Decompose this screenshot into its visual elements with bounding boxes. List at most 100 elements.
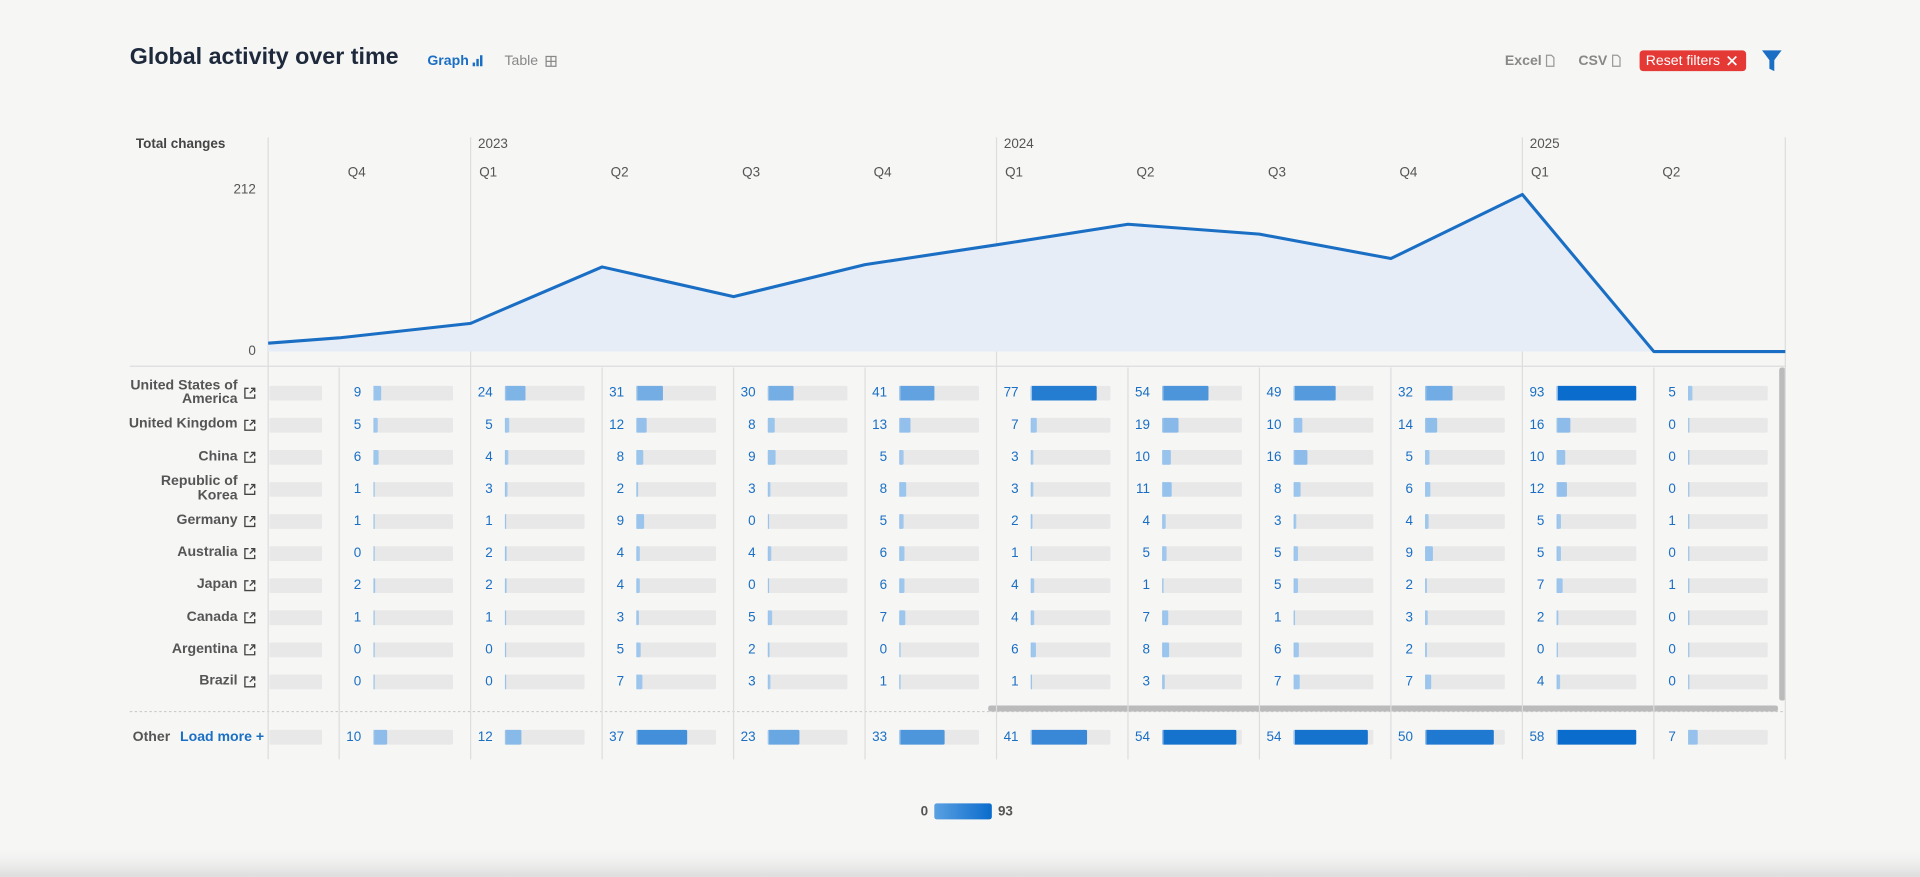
cell-bar [1030, 642, 1036, 658]
cell-tick [1425, 385, 1427, 401]
graph-tab[interactable]: Graph [427, 52, 468, 68]
cell-tick [504, 385, 507, 401]
cell-track [899, 578, 979, 594]
cell-tick [1293, 729, 1295, 745]
cell-tick [1688, 514, 1690, 529]
external-link-icon[interactable] [244, 419, 256, 431]
cell-value: 16 [1267, 449, 1282, 464]
cell-track [1425, 642, 1505, 658]
legend-gradient [934, 803, 992, 820]
cell-tick [636, 417, 638, 433]
cell-track [1293, 578, 1374, 594]
cell-tick [1556, 417, 1558, 433]
cell-track [1030, 610, 1111, 626]
cell-bar [767, 385, 794, 401]
cell-value: 0 [485, 641, 492, 656]
cell-tick [767, 546, 770, 561]
cell-track [1030, 642, 1111, 658]
external-link-icon[interactable] [244, 515, 256, 528]
y-tick-label: 212 [233, 181, 255, 196]
cell-value: 0 [1668, 641, 1675, 656]
cell-bar [1425, 546, 1433, 561]
cell-track [1293, 642, 1374, 658]
cell-track [504, 546, 585, 561]
cell-track [504, 729, 585, 745]
cell-value: 5 [1274, 577, 1281, 592]
cell-value: 1 [354, 481, 361, 496]
cell-value: 5 [617, 641, 624, 656]
cell-value: 9 [748, 449, 755, 464]
cell-track [269, 610, 323, 626]
cell-value: 4 [1011, 577, 1019, 592]
cell-value: 6 [880, 577, 887, 592]
cell-bar [1162, 417, 1179, 433]
excel-button[interactable]: Excel [1505, 52, 1542, 68]
cell-value: 54 [1267, 729, 1282, 744]
cell-track [1425, 450, 1505, 465]
cell-track [504, 642, 585, 658]
row-label-box: Canada [187, 610, 238, 624]
cell-bar [373, 385, 382, 401]
external-link-icon[interactable] [244, 676, 256, 688]
cell-tick [636, 610, 638, 626]
filter-icon[interactable] [1762, 50, 1782, 72]
cell-bar [1030, 729, 1088, 745]
cell-track [1293, 482, 1374, 497]
load-more[interactable]: Load more + [180, 728, 264, 744]
h-scrollbar[interactable] [988, 705, 1778, 712]
cell-track [1688, 578, 1768, 594]
external-link-icon[interactable] [244, 483, 256, 496]
cell-tick [1293, 514, 1295, 529]
cell-value: 8 [748, 417, 755, 432]
external-link-icon[interactable] [244, 580, 256, 592]
cell-tick [767, 578, 770, 594]
cell-track [1556, 610, 1637, 626]
row-label-box: Brazil [199, 674, 237, 688]
cell-value: 41 [1004, 729, 1019, 744]
cell-track [1162, 482, 1242, 497]
table-tab[interactable]: Table [504, 52, 538, 68]
cell-tick [1556, 450, 1558, 465]
cell-bar [1293, 385, 1336, 401]
cell-value: 31 [609, 385, 624, 400]
cell-value: 54 [1135, 385, 1150, 400]
cell-value: 0 [1668, 609, 1675, 624]
csv-button[interactable]: CSV [1578, 52, 1608, 68]
cell-tick [1556, 674, 1558, 690]
cell-track [1162, 578, 1242, 594]
cell-tick [636, 385, 638, 401]
cell-tick [899, 514, 901, 529]
row-label-box: Germany [176, 513, 238, 528]
cell-tick [1425, 417, 1427, 433]
cell-track [636, 610, 716, 626]
external-link-icon[interactable] [244, 387, 256, 399]
cell-value: 2 [1405, 577, 1412, 592]
external-link-icon[interactable] [244, 612, 256, 624]
excel-icon [1545, 54, 1555, 67]
external-link-icon[interactable] [244, 548, 256, 560]
cell-bar [1425, 674, 1432, 690]
cell-tick [1030, 610, 1033, 626]
cell-value: 6 [354, 449, 361, 464]
cell-tick [1162, 642, 1164, 658]
cell-value: 3 [1011, 481, 1018, 496]
cell-tick [1030, 674, 1033, 690]
reset-label: Reset filters [1646, 52, 1720, 68]
row-label: Japan [196, 577, 238, 593]
cell-track [373, 578, 454, 594]
cell-value: 2 [485, 577, 492, 592]
cell-value: 5 [1143, 545, 1150, 560]
cell-value: 8 [1143, 641, 1150, 656]
cell-bar [1556, 482, 1567, 497]
v-scrollbar[interactable] [1779, 367, 1786, 701]
row-label: Germany [176, 513, 238, 528]
cell-value: 4 [617, 545, 625, 560]
cell-track [1556, 450, 1637, 465]
cell-track [1425, 578, 1505, 594]
external-link-icon[interactable] [244, 451, 256, 463]
cell-tick [1425, 674, 1427, 690]
external-link-icon[interactable] [244, 644, 256, 656]
cell-tick [1030, 578, 1033, 594]
reset-button[interactable] [1639, 50, 1747, 72]
